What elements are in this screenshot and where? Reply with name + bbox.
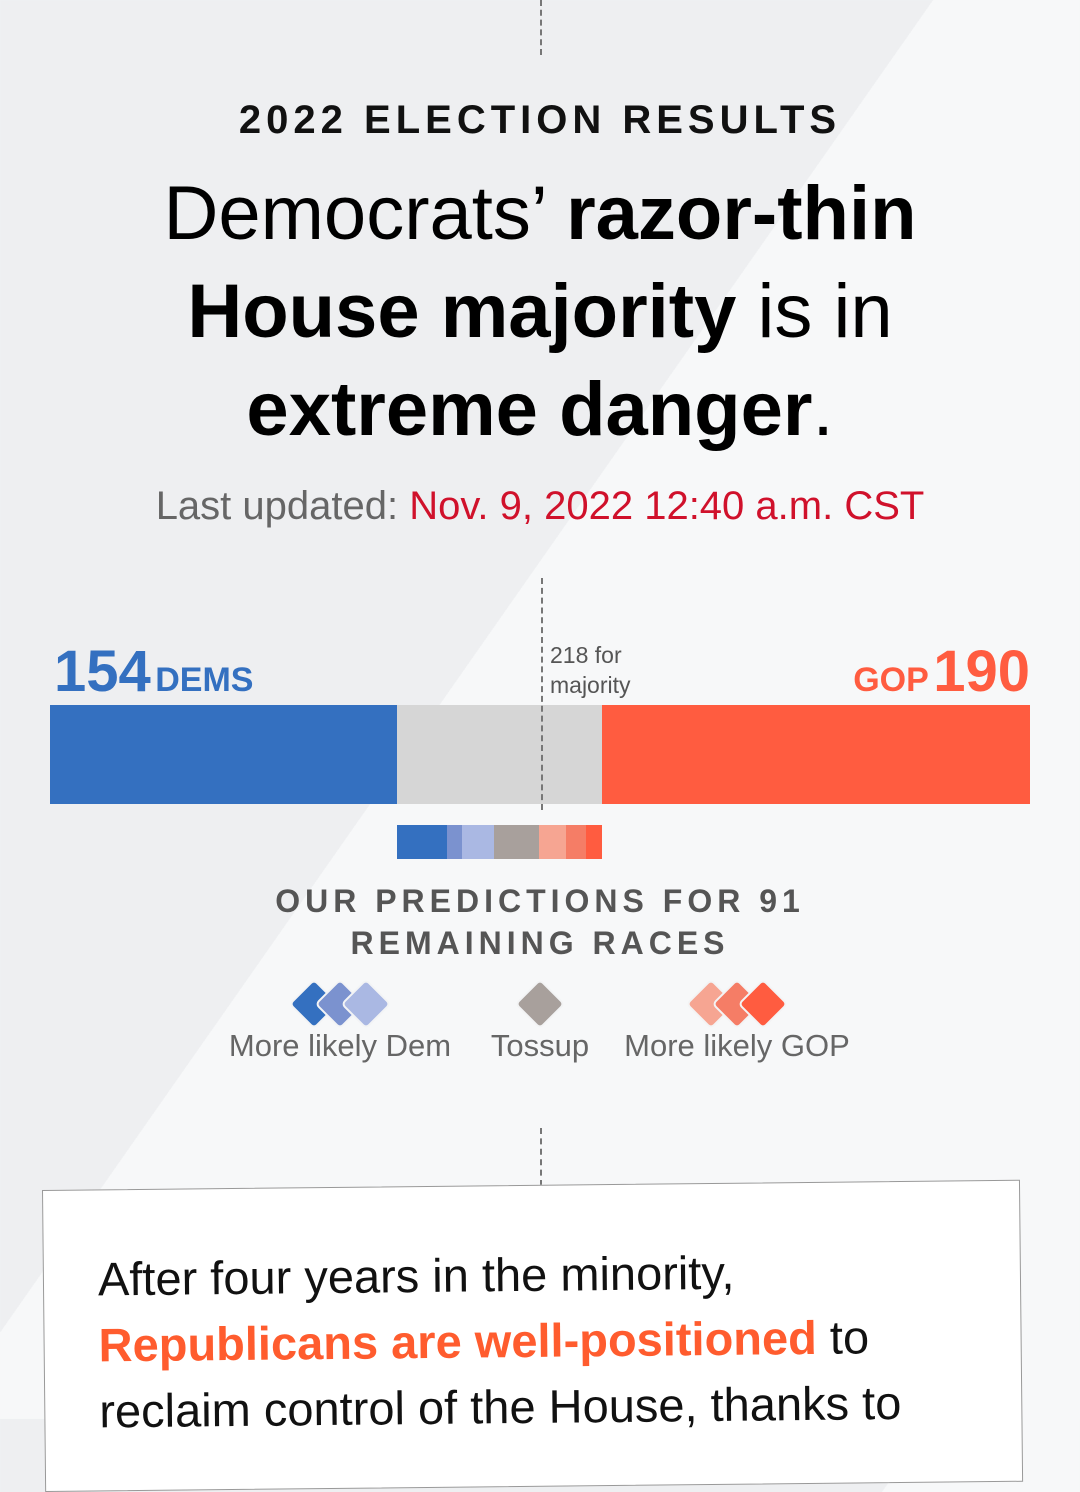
prediction-segment bbox=[493, 825, 539, 859]
story-line: reclaim control of the House, thanks to bbox=[99, 1370, 902, 1444]
story-line: After four years in the minority, bbox=[98, 1238, 901, 1312]
story-card: After four years in the minority, Republi… bbox=[42, 1179, 1024, 1492]
headline-text: is in bbox=[736, 269, 893, 354]
dem-label: 154 DEMS bbox=[54, 638, 253, 705]
headline-text: razor-thin bbox=[566, 171, 917, 256]
prediction-segment bbox=[586, 825, 602, 859]
remaining-seats bbox=[396, 705, 602, 804]
gop-seats bbox=[601, 705, 1030, 804]
legend-label: More likely GOP bbox=[624, 1028, 850, 1063]
gop-name: GOP bbox=[853, 661, 929, 699]
story-text: After four years in the minority, bbox=[97, 1245, 735, 1306]
dem-name: DEMS bbox=[155, 661, 254, 699]
last-updated: Last updated: Nov. 9, 2022 12:40 a.m. CS… bbox=[0, 484, 1080, 529]
headline-line: House majority is in bbox=[0, 263, 1080, 361]
gop-count: 190 bbox=[933, 639, 1030, 704]
headline: Democrats’ razor-thin House majority is i… bbox=[0, 165, 1080, 459]
remaining-count: 91 bbox=[759, 883, 805, 919]
headline-text: extreme danger bbox=[246, 367, 813, 452]
story-text: to bbox=[816, 1310, 870, 1364]
headline-text: Democrats’ bbox=[163, 171, 567, 256]
prediction-segment bbox=[462, 825, 494, 859]
legend-item: More likely Dem bbox=[190, 980, 490, 1064]
story-text: reclaim control of the House, thanks to bbox=[99, 1376, 902, 1438]
divider bbox=[540, 0, 542, 55]
gop-label: GOP 190 bbox=[853, 638, 1030, 705]
legend-diamond bbox=[343, 981, 389, 1027]
updated-date: Nov. 9, 2022 12:40 a.m. CST bbox=[409, 484, 925, 528]
headline-text: . bbox=[812, 367, 834, 452]
story-text: Republicans are well-positioned bbox=[98, 1310, 818, 1372]
headline-text: House majority bbox=[187, 269, 737, 354]
dem-seats bbox=[50, 705, 397, 804]
title-text: REMAINING RACES bbox=[350, 925, 730, 961]
divider bbox=[540, 1128, 542, 1186]
legend-item: More likely GOP bbox=[587, 980, 887, 1064]
prediction-segment bbox=[565, 825, 587, 859]
title-text: OUR PREDICTIONS FOR bbox=[275, 883, 746, 919]
kicker: 2022 ELECTION RESULTS bbox=[238, 98, 842, 142]
updated-label: Last updated: bbox=[155, 484, 399, 528]
legend-item: Tossup bbox=[390, 980, 690, 1064]
seat-bar bbox=[50, 705, 1030, 804]
legend-label: More likely Dem bbox=[228, 1028, 452, 1063]
headline-line: extreme danger. bbox=[0, 361, 1080, 459]
story-line: Republicans are well-positioned to bbox=[98, 1304, 901, 1378]
majority-label: 218 for majority bbox=[550, 642, 631, 698]
predictions-title: OUR PREDICTIONS FOR 91 REMAINING RACES bbox=[0, 880, 1080, 964]
headline-line: Democrats’ razor-thin bbox=[0, 165, 1080, 263]
prediction-segment bbox=[396, 825, 447, 859]
story-text: After four years in the minority, Republi… bbox=[98, 1238, 902, 1444]
prediction-segment bbox=[446, 825, 463, 859]
legend-diamond bbox=[740, 981, 786, 1027]
legend-diamond bbox=[517, 981, 563, 1027]
dem-count: 154 bbox=[54, 639, 151, 704]
legend-label: Tossup bbox=[490, 1028, 590, 1063]
prediction-segment bbox=[538, 825, 566, 859]
majority-line bbox=[541, 578, 544, 810]
prediction-bar bbox=[50, 825, 1030, 859]
